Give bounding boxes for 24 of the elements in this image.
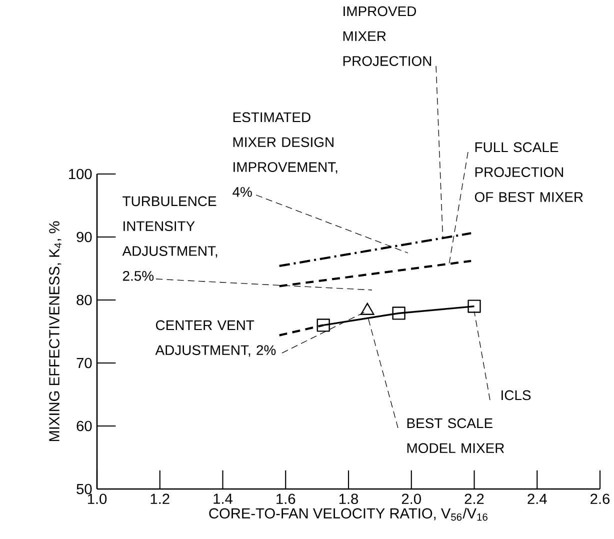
- y-tick-label: 80: [76, 294, 92, 306]
- x-tick-label: 1.4: [214, 494, 232, 504]
- y-tick-label: 100: [69, 168, 92, 180]
- y-tick-label: 90: [76, 232, 92, 242]
- y-tick-label: 70: [76, 358, 92, 368]
- annotation: IMPROVED MIXER PROJECTION: [343, 6, 432, 66]
- y-axis-title: MIXING EFFECTIVENESS, K$_{4}$, %: [49, 221, 62, 442]
- annotation: TURBULENCE INTENSITY ADJUSTMENT, 2.5%: [122, 196, 218, 281]
- x-tick-label: 2.0: [402, 494, 421, 504]
- y-tick-label: 60: [76, 420, 92, 432]
- x-axis-title: CORE-TO-FAN VELOCITY RATIO, V$_{56}$/V$_{16}$: [209, 508, 488, 521]
- annotation: FULL SCALE PROJECTION OF BEST MIXER: [474, 142, 583, 202]
- y-tick-label: 50: [76, 484, 92, 494]
- x-tick-label: 1.6: [276, 494, 296, 504]
- x-tick-label: 2.4: [528, 494, 547, 504]
- annotation: ICLS: [502, 390, 531, 400]
- annotation: CENTER VENT ADJUSTMENT, 2%: [155, 320, 276, 357]
- annotation: BEST SCALE MODEL MIXER: [407, 418, 504, 454]
- x-tick-label: 1.8: [339, 494, 358, 504]
- x-tick-label: 2.2: [464, 494, 484, 504]
- x-tick-label: 1.2: [150, 494, 170, 504]
- annotation: ESTIMATED MIXER DESIGN IMPROVEMENT, 4%: [232, 112, 338, 197]
- x-tick-label: 2.6: [590, 494, 610, 504]
- x-tick-label: 1.0: [88, 494, 107, 504]
